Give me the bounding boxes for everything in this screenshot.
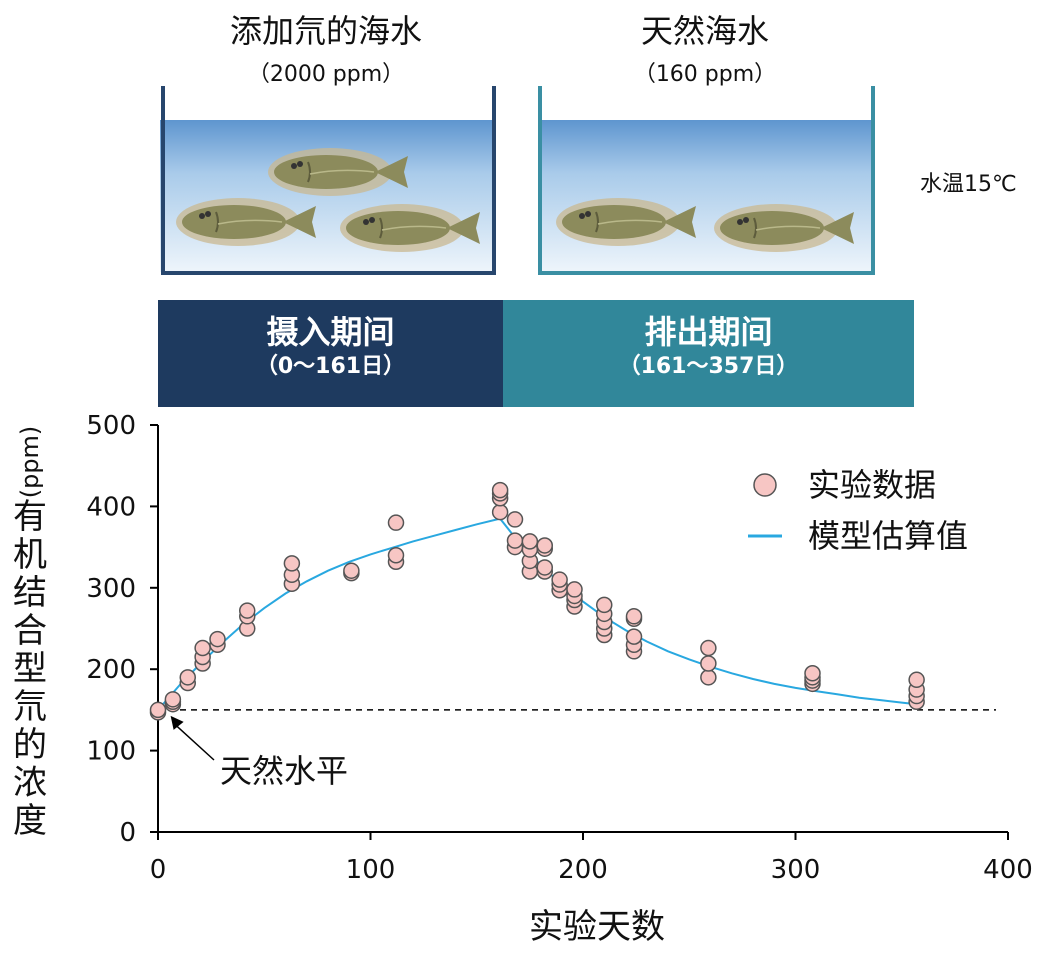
data-point — [387, 514, 405, 531]
y-tick-label: 500 — [86, 411, 136, 441]
data-point — [551, 571, 568, 588]
data-point — [164, 691, 182, 708]
data-point — [179, 669, 196, 686]
annotation-arrow-head — [170, 715, 184, 730]
y-axis-label-char: 合 — [13, 611, 47, 651]
data-point — [491, 503, 509, 521]
uptake-phase-range: （0～161日） — [255, 354, 406, 379]
x-tick-label: 300 — [771, 855, 821, 885]
y-axis-label-char: 氘 — [13, 687, 47, 727]
data-point — [521, 533, 539, 550]
data-point — [149, 701, 167, 719]
y-axis-label-char: 度 — [13, 801, 47, 841]
y-axis-label-char: 型 — [13, 649, 47, 689]
left-tank-title: 添加氘的海水 — [229, 12, 422, 50]
y-tick-label: 100 — [86, 737, 136, 767]
y-axis-label-char: 的 — [13, 725, 47, 765]
left-tank-frame — [161, 86, 496, 275]
right-tank-frame — [538, 86, 875, 275]
excretion-phase-title: 排出期间 — [644, 313, 773, 351]
data-point — [194, 639, 211, 657]
data-point — [804, 665, 821, 682]
data-point — [506, 511, 524, 528]
data-point — [625, 608, 643, 625]
data-point — [239, 602, 256, 619]
right-tank-subtitle: （160 ppm） — [633, 62, 777, 87]
right-tank-title: 天然海水 — [640, 12, 769, 50]
data-point — [387, 546, 405, 564]
legend-label-model: 模型估算值 — [808, 517, 968, 555]
right-tank-water — [538, 120, 872, 272]
y-axis-unit: (ppm) — [16, 426, 44, 499]
left-tank-subtitle: （2000 ppm） — [247, 62, 405, 87]
data-point — [566, 581, 583, 598]
x-tick-label: 100 — [346, 855, 396, 885]
y-axis-label-char: 浓 — [13, 763, 47, 803]
data-point — [343, 562, 360, 579]
water-temperature-label: 水温15℃ — [920, 172, 1017, 197]
data-point — [700, 669, 717, 686]
excretion-phase-range: （161～357日） — [618, 354, 799, 379]
x-axis-label: 实验天数 — [529, 907, 665, 947]
y-tick-label: 200 — [86, 655, 136, 685]
tank-illustration — [160, 86, 875, 275]
x-tick-label: 200 — [558, 855, 608, 885]
data-point — [536, 537, 553, 554]
y-tick-label: 400 — [86, 492, 136, 522]
y-axis-label-char: 有 — [13, 497, 47, 537]
data-point — [596, 596, 613, 614]
data-point — [908, 671, 925, 689]
y-axis-label-char: 结 — [13, 573, 47, 613]
legend-marker-data — [753, 473, 777, 497]
legend-label-data: 实验数据 — [808, 466, 936, 504]
data-point — [491, 481, 509, 499]
y-tick-label: 300 — [86, 574, 136, 604]
uptake-phase-title: 摄入期间 — [266, 313, 395, 351]
data-point — [536, 559, 553, 576]
data-point — [625, 628, 643, 645]
x-tick-label: 0 — [150, 855, 167, 885]
data-point — [700, 655, 717, 672]
data-point — [209, 630, 226, 648]
uptake-phase-bar: 摄入期间 （0～161日） — [158, 300, 503, 407]
annotation-natural-level: 天然水平 — [220, 752, 348, 790]
data-point — [506, 532, 524, 549]
excretion-phase-bar: 排出期间 （161～357日） — [503, 300, 914, 407]
data-point — [283, 555, 301, 572]
data-point — [700, 639, 717, 657]
y-tick-label: 0 — [119, 818, 136, 848]
annotation-arrow-line — [176, 725, 215, 761]
left-tank-water — [160, 120, 494, 272]
x-tick-label: 400 — [983, 855, 1033, 885]
y-axis-label-char: 机 — [13, 535, 47, 575]
